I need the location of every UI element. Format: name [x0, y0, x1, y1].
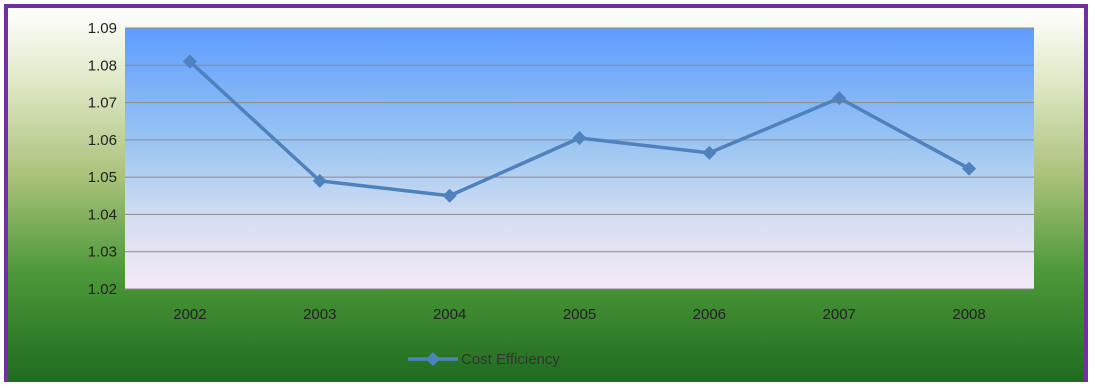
data-point-marker — [182, 54, 197, 69]
chart-frame: 1.09 1.08 1.07 1.06 1.05 1.04 1.03 1.02 2002 200… — [4, 4, 1088, 382]
legend: Cost Efficiency — [408, 351, 560, 368]
x-tick-label: 2007 — [823, 306, 856, 323]
y-tick-label: 1.09 — [88, 20, 117, 37]
y-axis: 1.09 1.08 1.07 1.06 1.05 1.04 1.03 1.02 — [88, 20, 117, 298]
x-axis: 2002 2003 2004 2005 2006 2007 2008 — [173, 306, 986, 323]
y-tick-label: 1.04 — [88, 206, 117, 223]
x-tick-label: 2002 — [173, 306, 206, 323]
data-point-marker — [832, 91, 847, 106]
data-point-marker — [312, 173, 327, 188]
y-tick-label: 1.03 — [88, 244, 117, 261]
legend-diamond-marker — [426, 352, 440, 366]
data-point-marker — [962, 161, 977, 176]
data-point-marker — [702, 145, 717, 160]
x-tick-label: 2003 — [303, 306, 336, 323]
x-tick-label: 2006 — [693, 306, 726, 323]
y-tick-label: 1.02 — [88, 281, 117, 298]
y-tick-label: 1.06 — [88, 132, 117, 149]
x-tick-label: 2008 — [952, 306, 985, 323]
x-tick-label: 2005 — [563, 306, 596, 323]
y-tick-label: 1.08 — [88, 57, 117, 74]
y-tick-label: 1.05 — [88, 169, 117, 186]
plot-area — [125, 28, 1034, 289]
legend-label: Cost Efficiency — [461, 351, 560, 368]
data-point-marker — [572, 130, 587, 145]
y-tick-label: 1.07 — [88, 95, 117, 112]
x-tick-label: 2004 — [433, 306, 466, 323]
line-chart: 1.091.081.071.061.051.041.031.02 2002 200… — [88, 20, 1034, 368]
data-point-marker — [442, 188, 457, 203]
series-cost-efficiency — [182, 54, 977, 203]
